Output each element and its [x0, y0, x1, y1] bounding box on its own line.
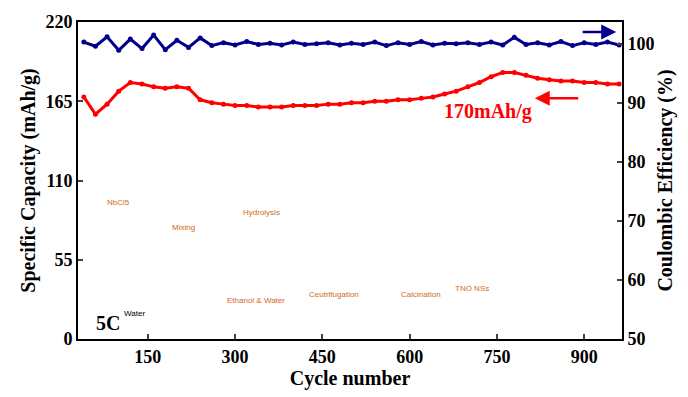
svg-text:Mixing: Mixing — [172, 223, 195, 232]
svg-text:Specific Capacity (mAh/g): Specific Capacity (mAh/g) — [17, 68, 40, 292]
svg-text:220: 220 — [45, 12, 72, 32]
svg-text:90: 90 — [628, 93, 646, 113]
svg-text:Coulombic Efficiency (%): Coulombic Efficiency (%) — [654, 69, 677, 291]
svg-text:50: 50 — [628, 329, 646, 349]
svg-text:70: 70 — [628, 211, 646, 231]
svg-text:Ceutrifugation: Ceutrifugation — [309, 290, 359, 299]
svg-text:600: 600 — [396, 347, 423, 367]
svg-text:Ethanol & Water: Ethanol & Water — [227, 296, 285, 305]
svg-text:750: 750 — [483, 347, 510, 367]
svg-text:110: 110 — [46, 171, 72, 191]
svg-text:55: 55 — [54, 250, 72, 270]
svg-text:Cycle number: Cycle number — [290, 367, 411, 390]
svg-text:170mAh/g: 170mAh/g — [444, 100, 532, 123]
svg-text:900: 900 — [571, 347, 598, 367]
svg-text:0: 0 — [63, 329, 72, 349]
svg-text:165: 165 — [45, 92, 72, 112]
svg-text:300: 300 — [222, 347, 249, 367]
svg-text:450: 450 — [309, 347, 336, 367]
svg-text:150: 150 — [134, 347, 161, 367]
svg-text:NbCl5: NbCl5 — [107, 198, 130, 207]
svg-text:5C: 5C — [96, 312, 120, 334]
svg-text:Calcination: Calcination — [401, 290, 441, 299]
svg-text:TNO NSs: TNO NSs — [455, 284, 489, 293]
svg-text:Hydrolysis: Hydrolysis — [243, 208, 280, 217]
svg-text:80: 80 — [628, 152, 646, 172]
svg-text:Water: Water — [124, 309, 145, 318]
svg-text:100: 100 — [628, 34, 655, 54]
svg-text:60: 60 — [628, 270, 646, 290]
